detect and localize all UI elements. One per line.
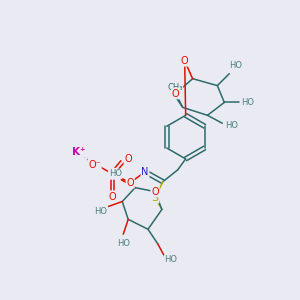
Text: O: O xyxy=(172,88,180,98)
Text: CH₃: CH₃ xyxy=(167,83,182,92)
Text: O: O xyxy=(124,154,132,164)
Text: S: S xyxy=(109,169,116,179)
Text: O⁻: O⁻ xyxy=(88,160,101,170)
Text: HO: HO xyxy=(225,121,238,130)
Text: O: O xyxy=(151,187,159,196)
Text: K⁺: K⁺ xyxy=(72,147,86,157)
Text: O: O xyxy=(181,56,188,66)
Text: HO: HO xyxy=(94,207,107,216)
Text: N: N xyxy=(141,167,149,177)
Text: O: O xyxy=(109,192,116,202)
Text: HO: HO xyxy=(117,238,130,247)
Text: O: O xyxy=(126,178,134,188)
Text: HO: HO xyxy=(164,256,177,265)
Text: HO: HO xyxy=(242,98,255,107)
Text: HO: HO xyxy=(109,169,122,178)
Text: HO: HO xyxy=(229,61,242,70)
Text: S: S xyxy=(152,193,158,202)
